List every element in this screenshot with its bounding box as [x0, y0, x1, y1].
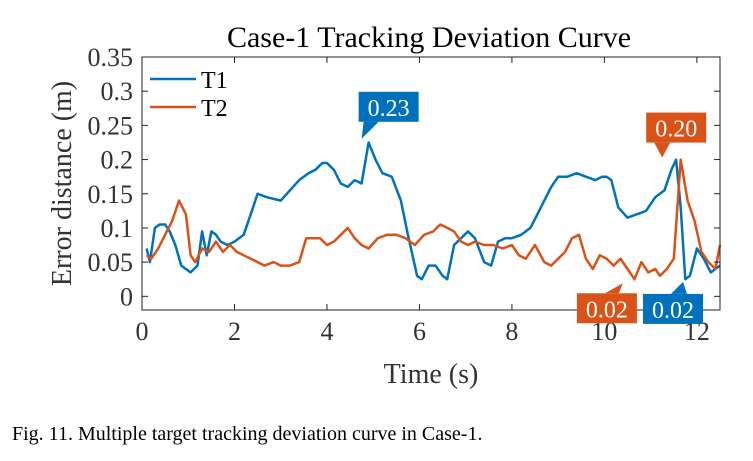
x-tick-label: 6 [413, 317, 426, 346]
y-tick-label: 0.05 [88, 248, 134, 277]
data-tip-pointer [671, 281, 688, 294]
y-tick-label: 0.1 [101, 214, 134, 243]
plot-area-frame [141, 56, 721, 311]
data-tip-pointer [361, 121, 379, 139]
data-tip-label: 0.23 [368, 96, 410, 122]
y-tick-label: 0.35 [88, 43, 134, 72]
legend-label-t1: T1 [201, 68, 228, 94]
figure-caption: Fig. 11. Multiple target tracking deviat… [12, 423, 483, 445]
x-tick-label: 4 [320, 317, 333, 346]
data-tip-pointer [654, 142, 671, 158]
data-tip-label: 0.02 [586, 297, 628, 323]
data-tip-box [358, 91, 419, 122]
y-tick-label: 0.2 [101, 146, 134, 175]
x-axis-label: Time (s) [384, 359, 479, 390]
y-tick-label: 0.3 [101, 77, 134, 106]
y-axis-label: Error distance (m) [47, 81, 78, 286]
legend-label-t2: T2 [201, 96, 228, 122]
x-tick-label: 2 [228, 317, 241, 346]
y-tick-label: 0 [120, 282, 133, 311]
y-tick-label: 0.15 [88, 180, 134, 209]
series-line-t2 [145, 158, 722, 281]
x-tick-label: 0 [136, 317, 149, 346]
chart-title: Case-1 Tracking Deviation Curve [227, 21, 631, 54]
data-tip-label: 0.02 [652, 298, 694, 324]
series-line-t1 [145, 141, 721, 281]
data-tip-box [576, 293, 637, 324]
data-tip-pointer [604, 283, 623, 294]
data-tip-box [646, 112, 707, 143]
y-tick-label: 0.25 [88, 111, 134, 140]
data-tip-box [643, 293, 704, 324]
x-tick-label: 8 [505, 317, 518, 346]
data-tip-label: 0.20 [655, 117, 697, 143]
